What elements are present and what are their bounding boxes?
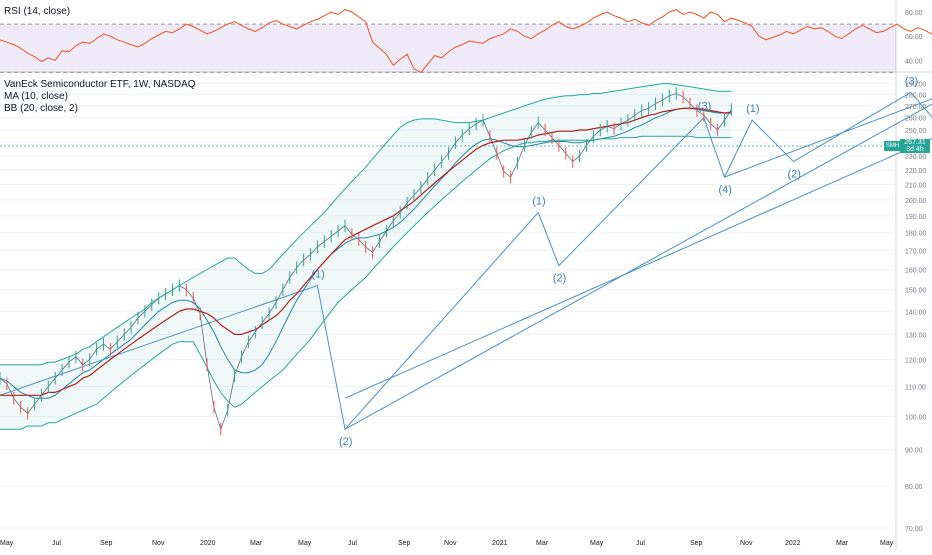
y-tick-label: 190.00 <box>905 214 927 221</box>
x-tick-label: Jul <box>348 540 357 547</box>
y-tick-label: 160.00 <box>905 268 927 275</box>
last-price-countdown: 3d 4h <box>900 146 930 153</box>
y-tick-label: 140.00 <box>905 309 927 316</box>
x-tick-label: 2020 <box>200 540 216 547</box>
wave-label: (2) <box>788 169 801 181</box>
x-tick-label: May <box>298 540 312 547</box>
ma-legend: MA (10, close) <box>4 91 68 103</box>
y-tick-label: 110.00 <box>905 385 926 392</box>
x-tick-label: 2021 <box>492 540 508 547</box>
wave-label: (3) <box>905 75 918 87</box>
chart-title: VanEck Semiconductor ETF, 1W, NASDAQ <box>4 79 196 91</box>
y-tick-label: 210.00 <box>905 183 927 190</box>
x-tick-label: Nov <box>444 540 457 547</box>
x-tick-label: May <box>0 540 14 547</box>
y-tick-label: 120.00 <box>905 357 927 364</box>
y-tick-label: 130.00 <box>905 332 927 339</box>
y-tick-label: 230.00 <box>905 154 927 161</box>
y-tick-label: 80.00 <box>905 484 923 491</box>
bb-legend: BB (20, close, 2) <box>4 103 78 115</box>
wave-label: (1) <box>746 103 759 115</box>
wave-label: (1) <box>532 196 545 208</box>
rsi-band <box>0 24 896 72</box>
y-tick-label: 90.00 <box>905 447 923 454</box>
rsi-tick-label: 40.00 <box>905 58 923 65</box>
y-tick-label: 200.00 <box>905 198 927 205</box>
last-price-value: 267.31 <box>900 139 930 146</box>
y-tick-label: 250.00 <box>905 128 927 135</box>
x-tick-label: Sep <box>100 540 113 547</box>
x-tick-label: Nov <box>152 540 165 547</box>
wave-label: (4) <box>719 184 732 196</box>
y-tick-label: 150.00 <box>905 288 927 295</box>
x-tick-label: Jul <box>52 540 61 547</box>
x-tick-label: Mar <box>250 540 263 547</box>
x-tick-label: May <box>880 540 894 547</box>
x-tick-label: Mar <box>536 540 549 547</box>
x-tick-label: 2022 <box>785 540 801 547</box>
rsi-legend: RSI (14, close) <box>4 6 70 18</box>
y-tick-label: 180.00 <box>905 231 927 238</box>
x-tick-label: Jul <box>636 540 645 547</box>
x-tick-label: May <box>590 540 604 547</box>
wave-label: (2) <box>339 436 352 448</box>
wave-label: (3) <box>698 101 711 113</box>
x-tick-label: Sep <box>690 540 703 547</box>
x-tick-label: Nov <box>740 540 753 547</box>
y-tick-label: 70.00 <box>905 526 923 533</box>
y-tick-label: 100.00 <box>905 414 927 421</box>
wave-label: (1) <box>311 269 324 281</box>
rsi-tick-label: 80.00 <box>905 10 923 17</box>
y-tick-label: 220.00 <box>905 168 927 175</box>
symbol-tag: SMH <box>884 141 901 151</box>
x-tick-label: Mar <box>836 540 849 547</box>
rsi-tick-label: 60.00 <box>905 34 923 41</box>
y-tick-label: 170.00 <box>905 249 927 256</box>
wave-label: (2) <box>553 273 566 285</box>
last-price-tag: 267.31 3d 4h <box>900 139 930 153</box>
x-tick-label: Sep <box>398 540 411 547</box>
